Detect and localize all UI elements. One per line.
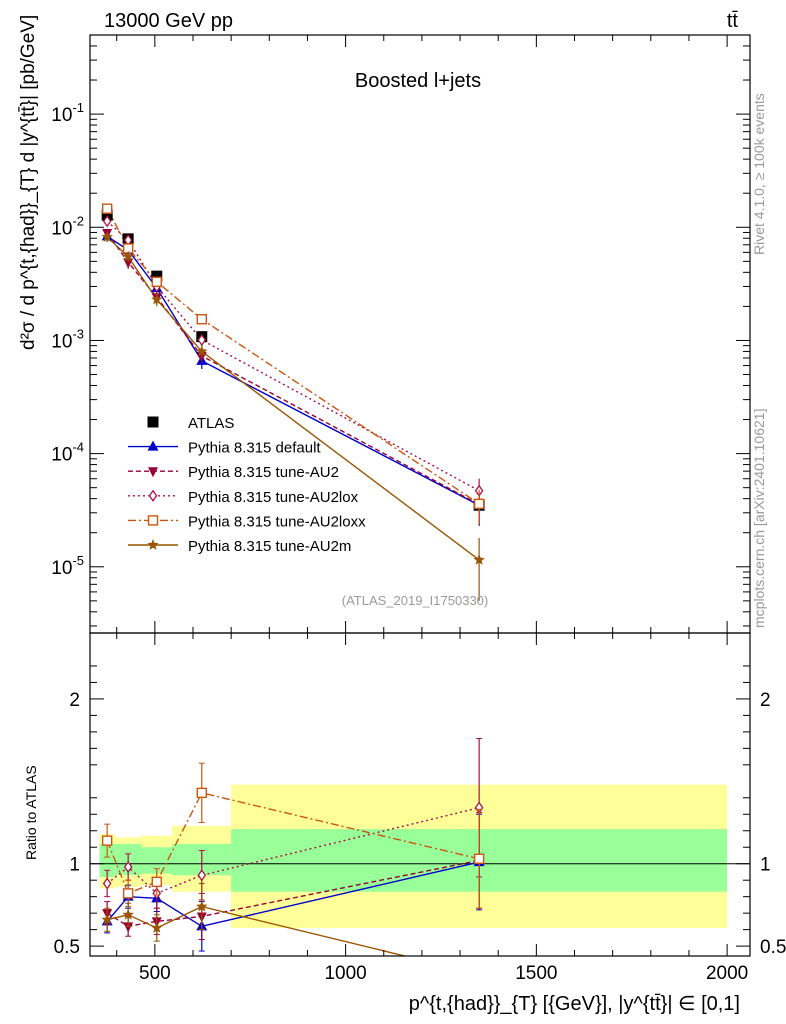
x-tick-label: 2000 [706, 963, 748, 984]
data-point-ratio [151, 922, 163, 933]
axis-ticks [90, 34, 750, 956]
legend-marker [148, 467, 158, 478]
analysis-id: (ATLAS_2019_I1750330) [342, 593, 488, 608]
data-point-ratio [122, 888, 134, 899]
data-point-ratio [101, 835, 113, 846]
ratio-y-tick-label-right: 2 [760, 690, 771, 711]
data-point-ratio [123, 922, 134, 933]
main-y-tick-label: 10-1 [51, 100, 84, 126]
data-point-main [151, 293, 163, 305]
legend-label: Pythia 8.315 default [188, 440, 321, 457]
ratio-y-axis-label: Ratio to ATLAS [23, 765, 39, 860]
data-point-main [151, 270, 163, 282]
mcplots-label: mcplots.cern.ch [arXiv:2401.10621] [751, 409, 767, 628]
legend-marker [147, 515, 159, 526]
series-line-main-pythia-8-315-tune-au2loxx [106, 208, 480, 505]
tick-base: 10 [51, 105, 72, 126]
ratio-bands [90, 784, 750, 928]
series-line-main-pythia-8-315-tune-au2m [106, 236, 480, 561]
legend-label: Pythia 8.315 tune-AU2m [188, 538, 351, 555]
legend-marker [147, 539, 159, 550]
data-point-main [197, 333, 207, 347]
data-point-main [102, 215, 112, 228]
data-point-main [151, 276, 162, 287]
legend-marker [147, 440, 159, 451]
x-tick-label: 1000 [324, 963, 366, 984]
legend-marker [148, 489, 158, 502]
ratio-frame [89, 632, 751, 957]
tick-base: 10 [51, 445, 72, 466]
tick-exponent: -1 [72, 100, 84, 115]
tick-exponent: -3 [72, 326, 84, 341]
tick-exponent: -5 [72, 553, 84, 568]
legend-label: Pythia 8.315 tune-AU2 [188, 464, 339, 481]
x-tick-label: 500 [139, 963, 171, 984]
data-point-main [196, 345, 208, 357]
legend: ATLAS Pythia 8.315 default Pythia 8.315 tu… [128, 415, 366, 555]
main-y-axis-label: d²σ / d p^{t,{had}}_{T} d |y^{tt̄}| [pb/… [18, 15, 39, 350]
legend-label: Pythia 8.315 tune-AU2lox [188, 489, 359, 506]
main-y-tick-label: 10-3 [51, 326, 84, 352]
ratio-y-tick-label-left: 0.5 [54, 937, 80, 958]
legend-label: ATLAS [188, 415, 234, 432]
data-point-ratio [101, 913, 113, 925]
energy-label: 13000 GeV pp [104, 10, 233, 32]
tick-exponent: -4 [72, 440, 84, 455]
main-y-tick-label: 10-4 [51, 440, 84, 466]
data-point-ratio [196, 900, 208, 912]
tick-base: 10 [51, 558, 72, 579]
legend-marker [147, 416, 159, 428]
plot-title: Boosted l+jets [355, 70, 481, 92]
series-line-ratio-pythia-8-315-tune-au2 [106, 859, 480, 928]
legend-label: Pythia 8.315 tune-AU2loxx [188, 513, 366, 530]
data-point-ratio [102, 877, 112, 890]
tick-base: 10 [51, 331, 72, 352]
data-point-ratio [473, 853, 485, 864]
data-point-ratio [196, 787, 207, 799]
stat-uncertainty-band [99, 843, 115, 877]
x-tick-label: 1500 [515, 963, 557, 984]
data-point-main [196, 314, 207, 325]
ratio-y-tick-label-left: 2 [69, 690, 80, 711]
process-label: tt̄ [727, 10, 739, 32]
ratio-y-tick-label-left: 1 [69, 855, 80, 876]
rivet-version-label: Rivet 4.1.0, ≥ 100k events [751, 93, 767, 255]
series-markers [101, 203, 485, 952]
data-point-main [473, 553, 485, 565]
tick-exponent: -2 [72, 213, 84, 228]
main-y-tick-label: 10-5 [51, 553, 84, 579]
data-point-ratio [197, 869, 207, 882]
data-point-main [122, 250, 134, 262]
x-axis-label: p^{t,{had}}_{T} [{GeV}], |y^{tt̄}| ∈ [0,… [409, 993, 740, 1015]
data-point-ratio [151, 876, 162, 888]
data-point-main [101, 231, 113, 242]
tick-base: 10 [51, 218, 72, 239]
ratio-y-tick-label-right: 0.5 [760, 937, 786, 958]
data-point-main [101, 203, 113, 214]
data-point-ratio [123, 860, 133, 874]
data-point-main [473, 498, 485, 510]
ratio-y-tick-label-right: 1 [760, 855, 771, 876]
data-point-ratio [122, 908, 134, 920]
main-y-tick-label: 10-2 [51, 213, 84, 239]
